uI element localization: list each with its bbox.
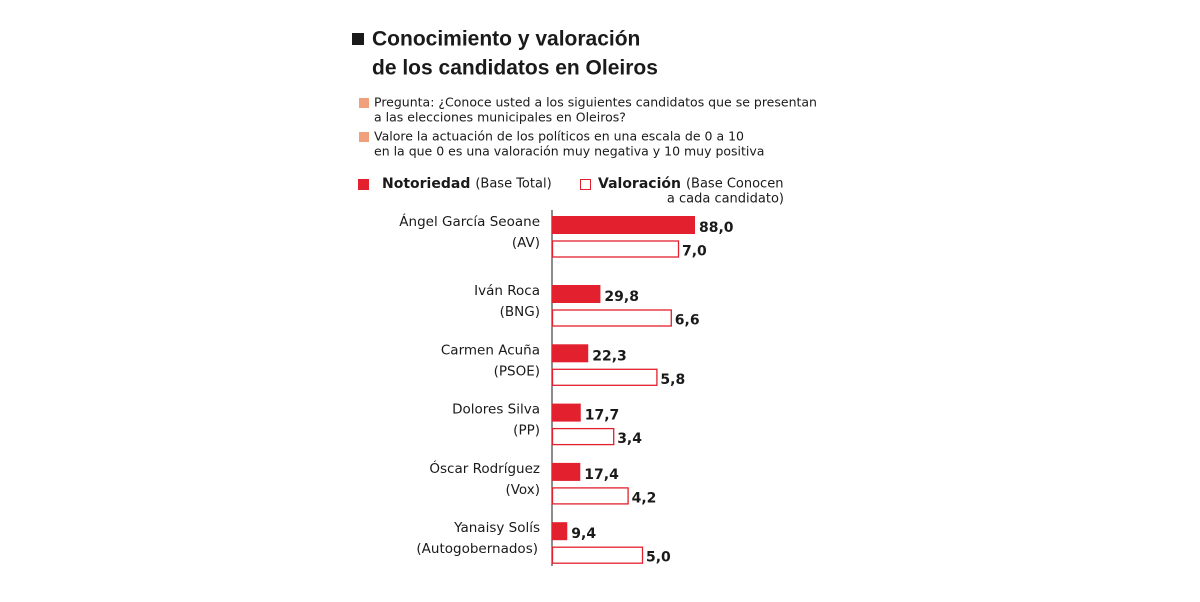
note-text: en la que 0 es una valoración muy negati… <box>374 144 764 159</box>
legend-note: (Base Total) <box>475 177 551 192</box>
chart-title: Conocimiento y valoración <box>372 28 640 51</box>
bar <box>551 487 629 505</box>
legend-note: a cada candidato) <box>667 192 784 207</box>
bar <box>552 216 695 234</box>
category-label: Óscar Rodríguez <box>429 459 540 477</box>
value-label: 88,0 <box>699 220 734 236</box>
value-label: 7,0 <box>682 244 707 260</box>
note-text: a las elecciones municipales en Oleiros? <box>374 110 626 125</box>
value-label: 17,4 <box>584 467 619 483</box>
note-text: Valore la actuación de los políticos en … <box>374 129 744 144</box>
note-marker <box>359 98 369 108</box>
category-label: Dolores Silva <box>452 402 540 418</box>
category-label: Yanaisy Solís <box>453 520 540 536</box>
value-label: 5,8 <box>660 372 685 388</box>
value-label: 4,2 <box>632 490 657 506</box>
bar <box>551 427 615 446</box>
bar <box>551 368 658 386</box>
legend-label: Notoriedad <box>382 176 470 192</box>
party-label: (PP) <box>513 423 540 439</box>
value-label: 6,6 <box>675 313 700 329</box>
bar <box>551 240 680 258</box>
value-label: 17,7 <box>585 408 620 424</box>
bar <box>552 403 581 422</box>
value-label: 29,8 <box>604 289 639 305</box>
party-label: (AV) <box>512 235 540 251</box>
legend-swatch <box>358 179 369 190</box>
legend-note: (Base Conocen <box>686 177 783 192</box>
value-label: 22,3 <box>592 348 627 364</box>
note-text: Pregunta: ¿Conoce usted a los siguientes… <box>374 95 817 110</box>
party-label: (BNG) <box>500 304 540 320</box>
bar <box>551 546 644 564</box>
value-label: 5,0 <box>646 550 671 566</box>
bar <box>552 344 589 363</box>
title-marker <box>352 33 364 45</box>
party-label: (Autogobernados) <box>416 541 538 557</box>
party-label: (PSOE) <box>494 363 540 379</box>
bar <box>552 285 601 303</box>
party-label: (Vox) <box>505 482 540 498</box>
bar <box>551 309 672 327</box>
note-marker <box>359 132 369 142</box>
chart-title: de los candidatos en Oleiros <box>372 57 658 80</box>
value-label: 3,4 <box>617 431 642 447</box>
category-label: Ángel García Seoane <box>399 213 540 230</box>
bar <box>552 522 568 541</box>
legend-label: Valoración <box>598 176 681 192</box>
value-label: 9,4 <box>571 526 596 542</box>
category-label: Carmen Acuña <box>441 342 540 358</box>
legend-swatch <box>580 179 591 190</box>
bar <box>552 462 581 481</box>
category-label: Iván Roca <box>474 283 540 299</box>
